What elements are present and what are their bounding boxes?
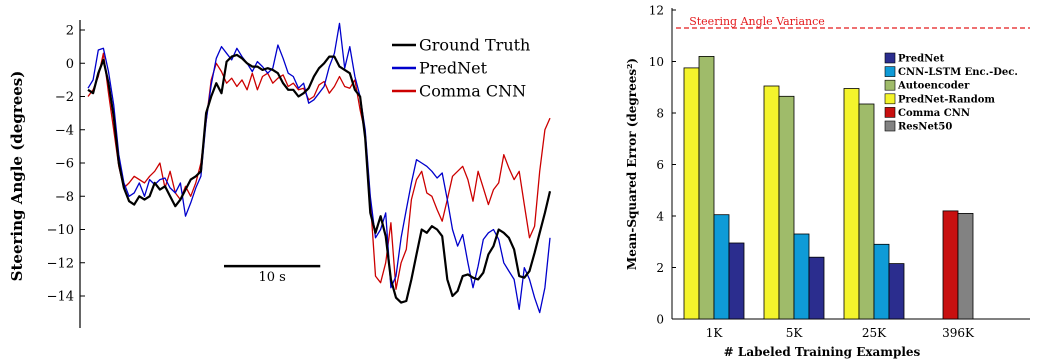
bar-cnn-lstm-enc-dec--25k	[873, 243, 890, 320]
right-y-tick-label: 10	[649, 55, 664, 69]
line-series-prednet	[87, 22, 551, 314]
right-x-tick-label: 396K	[942, 326, 975, 340]
bar-prednet-25k	[888, 263, 905, 320]
right-y-tick-label: 2	[656, 261, 664, 275]
right-x-ticks: 1K 5K 25K 396K	[706, 315, 975, 340]
right-legend: PredNet CNN-LSTM Enc.-Dec. Autoencoder Pred…	[884, 52, 1018, 133]
right-legend-label: CNN-LSTM Enc.-Dec.	[898, 67, 1018, 78]
variance-label: Steering Angle Variance	[689, 15, 825, 28]
right-y-tick-label: 4	[656, 210, 664, 224]
right-x-tick-label: 5K	[786, 326, 804, 340]
left-y-tick-label: −10	[47, 223, 74, 238]
left-y-tick-label: −2	[55, 90, 74, 105]
right-legend-label: PredNet	[898, 54, 945, 65]
right-legend-swatch	[884, 79, 896, 91]
left-y-tick-label: −14	[47, 290, 74, 305]
scale-bar-label: 10 s	[258, 270, 285, 285]
right-legend-swatch	[884, 120, 896, 132]
right-legend-swatch	[884, 52, 896, 64]
bar-prednet-5k	[808, 256, 825, 320]
left-series-lines	[87, 22, 552, 314]
bar-prednet-random-1k	[683, 67, 700, 320]
right-y-axis-label: Mean-Squared Error (degrees²)	[625, 58, 639, 270]
left-legend-label: Ground Truth	[419, 36, 530, 55]
right-legend-swatch	[884, 107, 896, 118]
right-bars	[683, 56, 974, 320]
left-y-tick-label: 2	[66, 24, 74, 39]
left-legend-label: PredNet	[419, 59, 488, 78]
right-legend-label: ResNet50	[898, 122, 952, 133]
left-y-tick-label: 0	[66, 57, 74, 72]
left-y-axis-label: Steering Angle (degrees)	[8, 71, 26, 282]
right-x-tick-label: 25K	[862, 326, 887, 340]
right-legend-label: Comma CNN	[898, 108, 970, 119]
line-series-ground-truth	[87, 53, 552, 304]
right-y-ticks: 0 2 4 6 8 10 12	[649, 4, 676, 327]
bar-resnet50-396k	[957, 212, 974, 320]
right-legend-label: PredNet-Random	[898, 94, 995, 105]
left-y-tick-label: −12	[47, 256, 74, 271]
right-y-tick-label: 8	[656, 107, 664, 121]
bar-cnn-lstm-enc-dec--5k	[793, 233, 810, 320]
bar-prednet-1k	[728, 242, 745, 320]
steering-line-chart: 2 0 −2 −4 −6 −8 −10 −12 −14 Steering Angle (degr…	[8, 20, 552, 328]
bar-comma-cnn-396k	[942, 210, 959, 320]
right-legend-label: Autoencoder	[897, 81, 970, 92]
right-y-tick-label: 12	[649, 4, 664, 18]
left-y-tick-label: −6	[55, 157, 74, 172]
right-x-axis-label: # Labeled Training Examples	[724, 345, 921, 359]
bar-prednet-random-5k	[763, 85, 780, 320]
right-legend-swatch	[884, 66, 896, 77]
bar-cnn-lstm-enc-dec--1k	[713, 214, 730, 320]
left-y-ticks: 2 0 −2 −4 −6 −8 −10 −12 −14	[47, 24, 85, 305]
right-legend-swatch	[884, 93, 896, 105]
right-x-tick-label: 1K	[706, 326, 724, 340]
right-y-tick-label: 0	[656, 313, 664, 327]
scale-bar: 10 s	[224, 264, 321, 285]
bar-autoencoder-5k	[778, 95, 795, 320]
left-y-tick-label: −8	[55, 190, 74, 205]
bar-prednet-random-25k	[843, 88, 860, 320]
left-y-tick-label: −4	[55, 123, 74, 138]
bar-autoencoder-25k	[858, 103, 875, 320]
left-legend: Ground Truth PredNet Comma CNN	[392, 36, 530, 101]
left-legend-label: Comma CNN	[419, 82, 526, 101]
right-y-tick-label: 6	[656, 158, 664, 172]
mse-bar-chart: 0 2 4 6 8 10 12 1K 5K 25K 396K Steering Angle Var…	[625, 4, 1030, 359]
bar-autoencoder-1k	[698, 56, 715, 320]
